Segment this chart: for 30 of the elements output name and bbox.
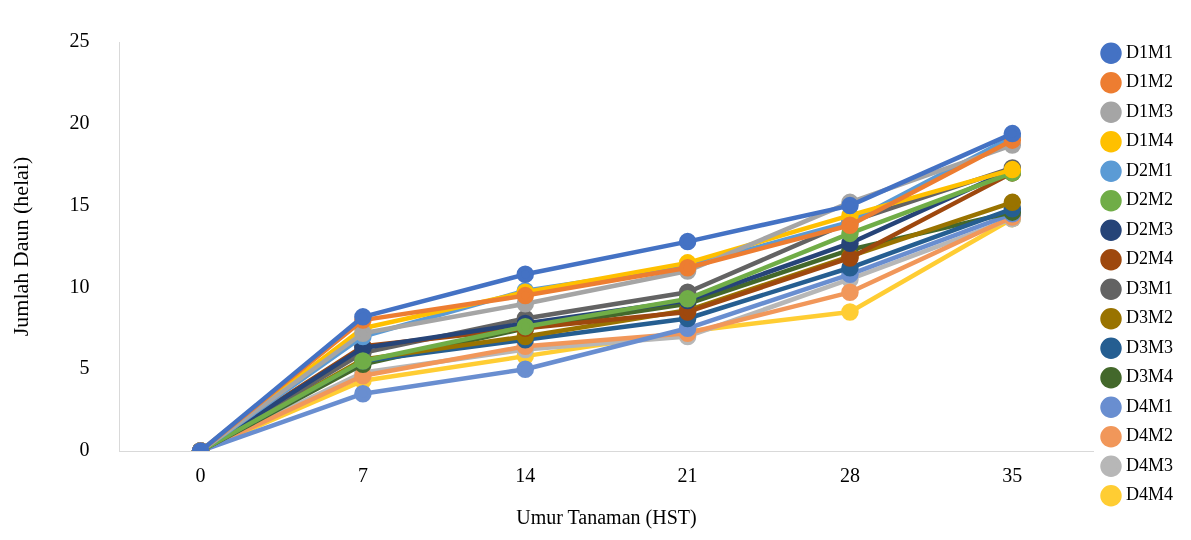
y-tick-label: 20 <box>69 111 90 134</box>
legend-label: D4M1 <box>1126 395 1174 416</box>
y-axis-title: Jumlah Daun (helai) <box>7 156 33 337</box>
x-tick-label: 28 <box>839 464 860 487</box>
legend-label: D4M2 <box>1126 425 1174 446</box>
y-tick-label: 5 <box>79 356 90 379</box>
legend-label: D1M3 <box>1126 100 1174 121</box>
legend-label: D1M1 <box>1126 41 1174 62</box>
legend-label: D2M2 <box>1126 189 1174 210</box>
x-tick-label: 35 <box>1002 464 1023 487</box>
y-tick-label: 15 <box>69 192 90 215</box>
x-tick-label: 7 <box>357 464 368 487</box>
legend-label: D2M4 <box>1126 248 1174 269</box>
legend-label: D4M3 <box>1126 454 1174 475</box>
y-tick-label: 0 <box>79 438 90 461</box>
legend-label: D3M2 <box>1126 307 1174 328</box>
legend-label: D1M4 <box>1126 130 1174 151</box>
legend-label: D3M4 <box>1126 366 1174 387</box>
legend-label: D2M3 <box>1126 218 1174 239</box>
x-tick-label: 21 <box>677 464 698 487</box>
legend-label: D1M2 <box>1126 71 1174 92</box>
x-tick-label: 0 <box>195 464 206 487</box>
legend-label: D2M1 <box>1126 159 1174 180</box>
y-tick-label: 10 <box>69 274 90 297</box>
legend-label: D3M3 <box>1126 336 1174 357</box>
x-tick-label: 14 <box>515 464 536 487</box>
legend-label: D3M1 <box>1126 277 1174 298</box>
legend-label: D4M4 <box>1126 484 1174 505</box>
x-axis-title: Umur Tanaman (HST) <box>516 506 697 530</box>
y-tick-label: 25 <box>69 29 90 52</box>
